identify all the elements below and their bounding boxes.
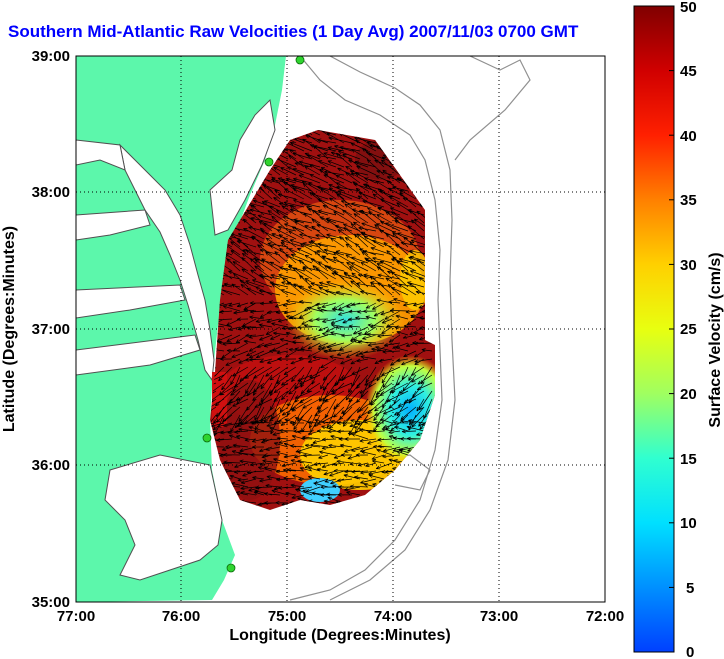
- station-marker: [202, 433, 212, 443]
- station-marker: [226, 563, 236, 573]
- colorbar-tick-label: 0: [686, 644, 694, 659]
- colorbar-tick-label: 20: [680, 386, 697, 403]
- colorbar-tick-label: 5: [686, 580, 694, 597]
- plot-area: [75, 55, 606, 603]
- pamlico-sound: [104, 454, 223, 581]
- y-tick-label: 36:00: [32, 457, 70, 474]
- station-marker: [264, 157, 274, 167]
- colorbar-label: Surface Velocity (cm/s): [707, 252, 724, 427]
- y-axis: 39:00 38:00 37:00 36:00 35:00 Latitude (…: [1, 48, 70, 611]
- map-grid: [76, 56, 605, 602]
- colorbar-tick-label: 10: [680, 515, 697, 532]
- x-axis: 77:00 76:00 75:00 74:00 73:00 72:00 Long…: [57, 608, 624, 644]
- y-tick-label: 37:00: [32, 321, 70, 338]
- station-marker: [295, 56, 305, 65]
- colorbar-tick-label: 45: [680, 63, 697, 80]
- x-tick-label: 73:00: [480, 608, 518, 625]
- y-tick-label: 39:00: [32, 48, 70, 65]
- x-tick-label: 72:00: [586, 608, 624, 625]
- velocity-field: [210, 130, 435, 510]
- colorbar-tick-label: 30: [680, 257, 697, 274]
- colorbar: 50 45 40 35 30 25 20 15 10 5 0 Surface V…: [633, 0, 724, 659]
- x-tick-label: 76:00: [162, 608, 200, 625]
- x-axis-label: Longitude (Degrees:Minutes): [229, 627, 450, 644]
- map-title: Southern Mid-Atlantic Raw Velocities (1 …: [8, 22, 579, 41]
- x-tick-label: 75:00: [268, 608, 306, 625]
- colorbar-tick-label: 35: [680, 192, 697, 209]
- colorbar-tick-label: 25: [680, 321, 697, 338]
- colorbar-tick-label: 15: [680, 451, 697, 468]
- x-tick-label: 74:00: [374, 608, 412, 625]
- colorbar-tick-label: 50: [680, 0, 697, 16]
- y-axis-label: Latitude (Degrees:Minutes): [1, 226, 18, 432]
- y-tick-label: 35:00: [32, 594, 70, 611]
- bathymetry-contours: [289, 56, 531, 601]
- radar-stations: [202, 56, 305, 573]
- y-tick-label: 38:00: [32, 184, 70, 201]
- x-tick-label: 77:00: [57, 608, 95, 625]
- colorbar-tick-label: 40: [680, 128, 697, 145]
